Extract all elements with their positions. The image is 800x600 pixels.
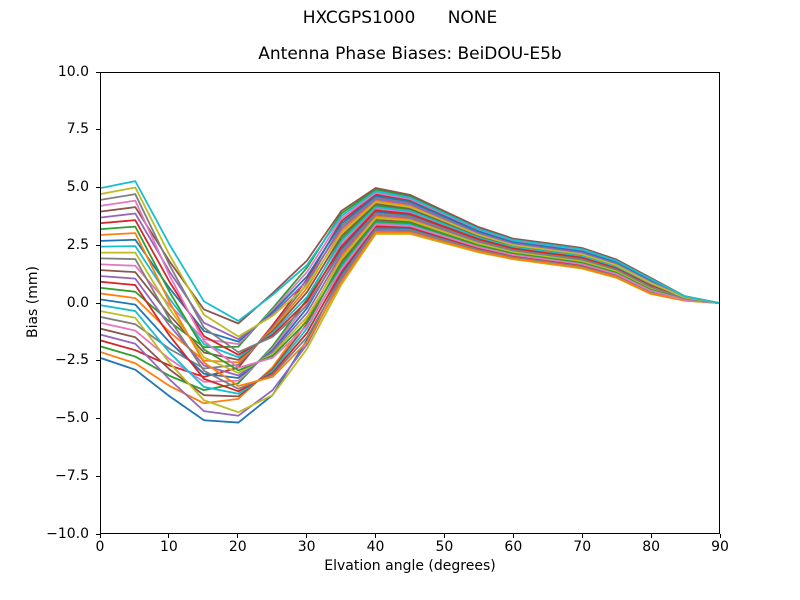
y-tick [96,360,100,362]
y-tick [96,129,100,131]
x-axis-label: Elvation angle (degrees) [324,558,496,574]
y-tick-label: −2.5 [55,352,89,369]
y-tick-label: −7.5 [55,467,89,484]
bias-line [101,231,719,387]
plot-area [100,72,720,534]
bias-line [101,199,719,369]
bias-line [101,206,719,359]
x-tick [99,534,101,538]
x-tick [581,534,583,538]
x-tick [306,534,308,538]
bias-line [101,220,719,372]
y-tick [96,71,100,73]
x-tick [719,534,721,538]
figure-suptitle: HXCGPS1000 NONE [302,8,498,28]
x-tick-label: 60 [504,539,523,555]
x-tick [443,534,445,538]
x-tick [375,534,377,538]
x-tick [650,534,652,538]
x-tick-label: 0 [95,539,105,555]
x-tick-label: 50 [435,539,454,555]
x-tick-label: 30 [297,539,316,555]
bias-line [101,217,719,374]
y-tick [96,418,100,419]
x-tick [237,534,239,538]
x-tick-label: 20 [228,539,247,555]
bias-line [101,194,719,343]
x-tick-label: 10 [159,539,178,555]
bias-line [101,193,719,354]
x-tick-label: 70 [573,539,592,555]
x-tick [168,534,170,538]
chart-title: Antenna Phase Biases: BeiDOU-E5b [258,44,562,64]
y-tick-label: 7.5 [66,121,89,138]
x-tick-label: 40 [366,539,385,555]
y-tick-label: 0.0 [66,294,89,311]
y-tick-label: −5.0 [55,410,89,426]
bias-line [101,180,719,322]
y-tick [96,187,100,188]
y-tick [96,302,100,304]
x-tick-label: 80 [642,539,661,555]
y-tick [96,244,100,246]
y-tick [96,533,100,535]
bias-line [101,187,719,325]
y-tick [96,475,100,477]
x-tick [512,534,514,538]
bias-lines-canvas [101,180,719,424]
bias-line [101,186,719,338]
y-axis-label: Bias (mm) [25,265,41,339]
bias-line [101,226,719,424]
y-tick-label: 5.0 [66,179,89,195]
bias-line [101,198,719,341]
y-tick-label: 10.0 [57,63,89,80]
y-tick-label: −10.0 [46,525,89,542]
bias-line [101,228,719,390]
bias-line [101,209,719,356]
y-tick-label: 2.5 [66,236,89,253]
x-tick-label: 90 [711,539,729,555]
